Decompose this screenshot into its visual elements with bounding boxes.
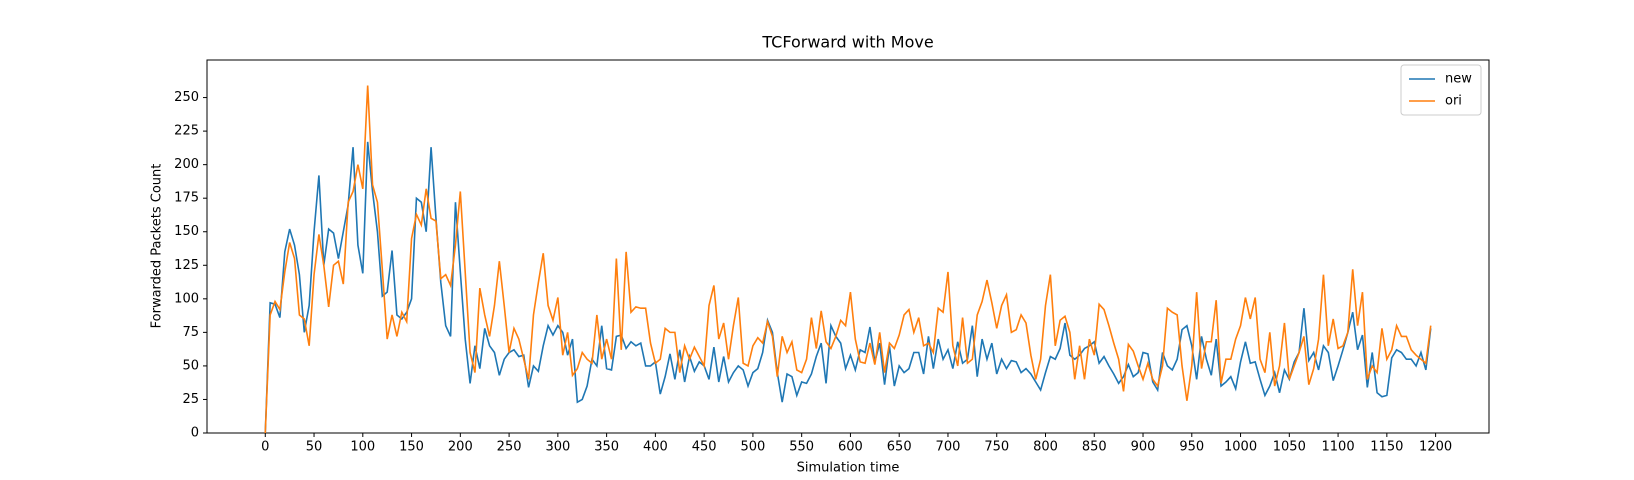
- x-tick-label: 50: [306, 440, 323, 455]
- x-tick-label: 1000: [1224, 440, 1257, 455]
- y-tick-label: 175: [174, 191, 199, 206]
- y-axis-label: Forwarded Packets Count: [150, 164, 165, 329]
- x-tick-label: 1050: [1273, 440, 1306, 455]
- series-line: [264, 141, 1432, 434]
- x-tick-label: 850: [1082, 440, 1107, 455]
- x-tick-label: 150: [399, 440, 424, 455]
- x-tick-label: 950: [1179, 440, 1204, 455]
- y-tick-label: 75: [182, 325, 199, 340]
- x-tick-label: 750: [984, 440, 1009, 455]
- y-tick-label: 125: [174, 258, 199, 273]
- y-tick-label: 100: [174, 291, 199, 306]
- x-tick-label: 650: [887, 440, 912, 455]
- legend-label: new: [1445, 72, 1472, 87]
- chart-title: TCForward with Move: [761, 33, 933, 52]
- x-tick-label: 900: [1131, 440, 1156, 455]
- x-tick-label: 1150: [1370, 440, 1403, 455]
- y-tick-label: 250: [174, 90, 199, 105]
- series-line: [264, 85, 1432, 434]
- x-tick-label: 1100: [1322, 440, 1355, 455]
- y-tick-label: 225: [174, 124, 199, 139]
- x-tick-label: 700: [936, 440, 961, 455]
- legend-label: ori: [1445, 94, 1462, 109]
- x-tick-label: 350: [594, 440, 619, 455]
- x-tick-label: 550: [789, 440, 814, 455]
- x-tick-label: 400: [643, 440, 668, 455]
- x-axis-label: Simulation time: [797, 461, 900, 476]
- x-tick-label: 600: [838, 440, 863, 455]
- x-tick-label: 1200: [1419, 440, 1452, 455]
- y-tick-label: 50: [182, 358, 199, 373]
- y-tick-label: 25: [182, 392, 199, 407]
- y-tick-label: 0: [191, 426, 199, 441]
- x-tick-label: 300: [545, 440, 570, 455]
- x-tick-label: 450: [692, 440, 717, 455]
- x-tick-label: 200: [448, 440, 473, 455]
- x-tick-label: 250: [497, 440, 522, 455]
- x-tick-label: 100: [350, 440, 375, 455]
- y-tick-label: 200: [174, 157, 199, 172]
- plot-frame: [206, 59, 1490, 434]
- y-tick-label: 150: [174, 224, 199, 239]
- legend-box: [1400, 64, 1482, 116]
- x-tick-label: 0: [261, 440, 269, 455]
- x-tick-label: 800: [1033, 440, 1058, 455]
- x-tick-label: 500: [740, 440, 765, 455]
